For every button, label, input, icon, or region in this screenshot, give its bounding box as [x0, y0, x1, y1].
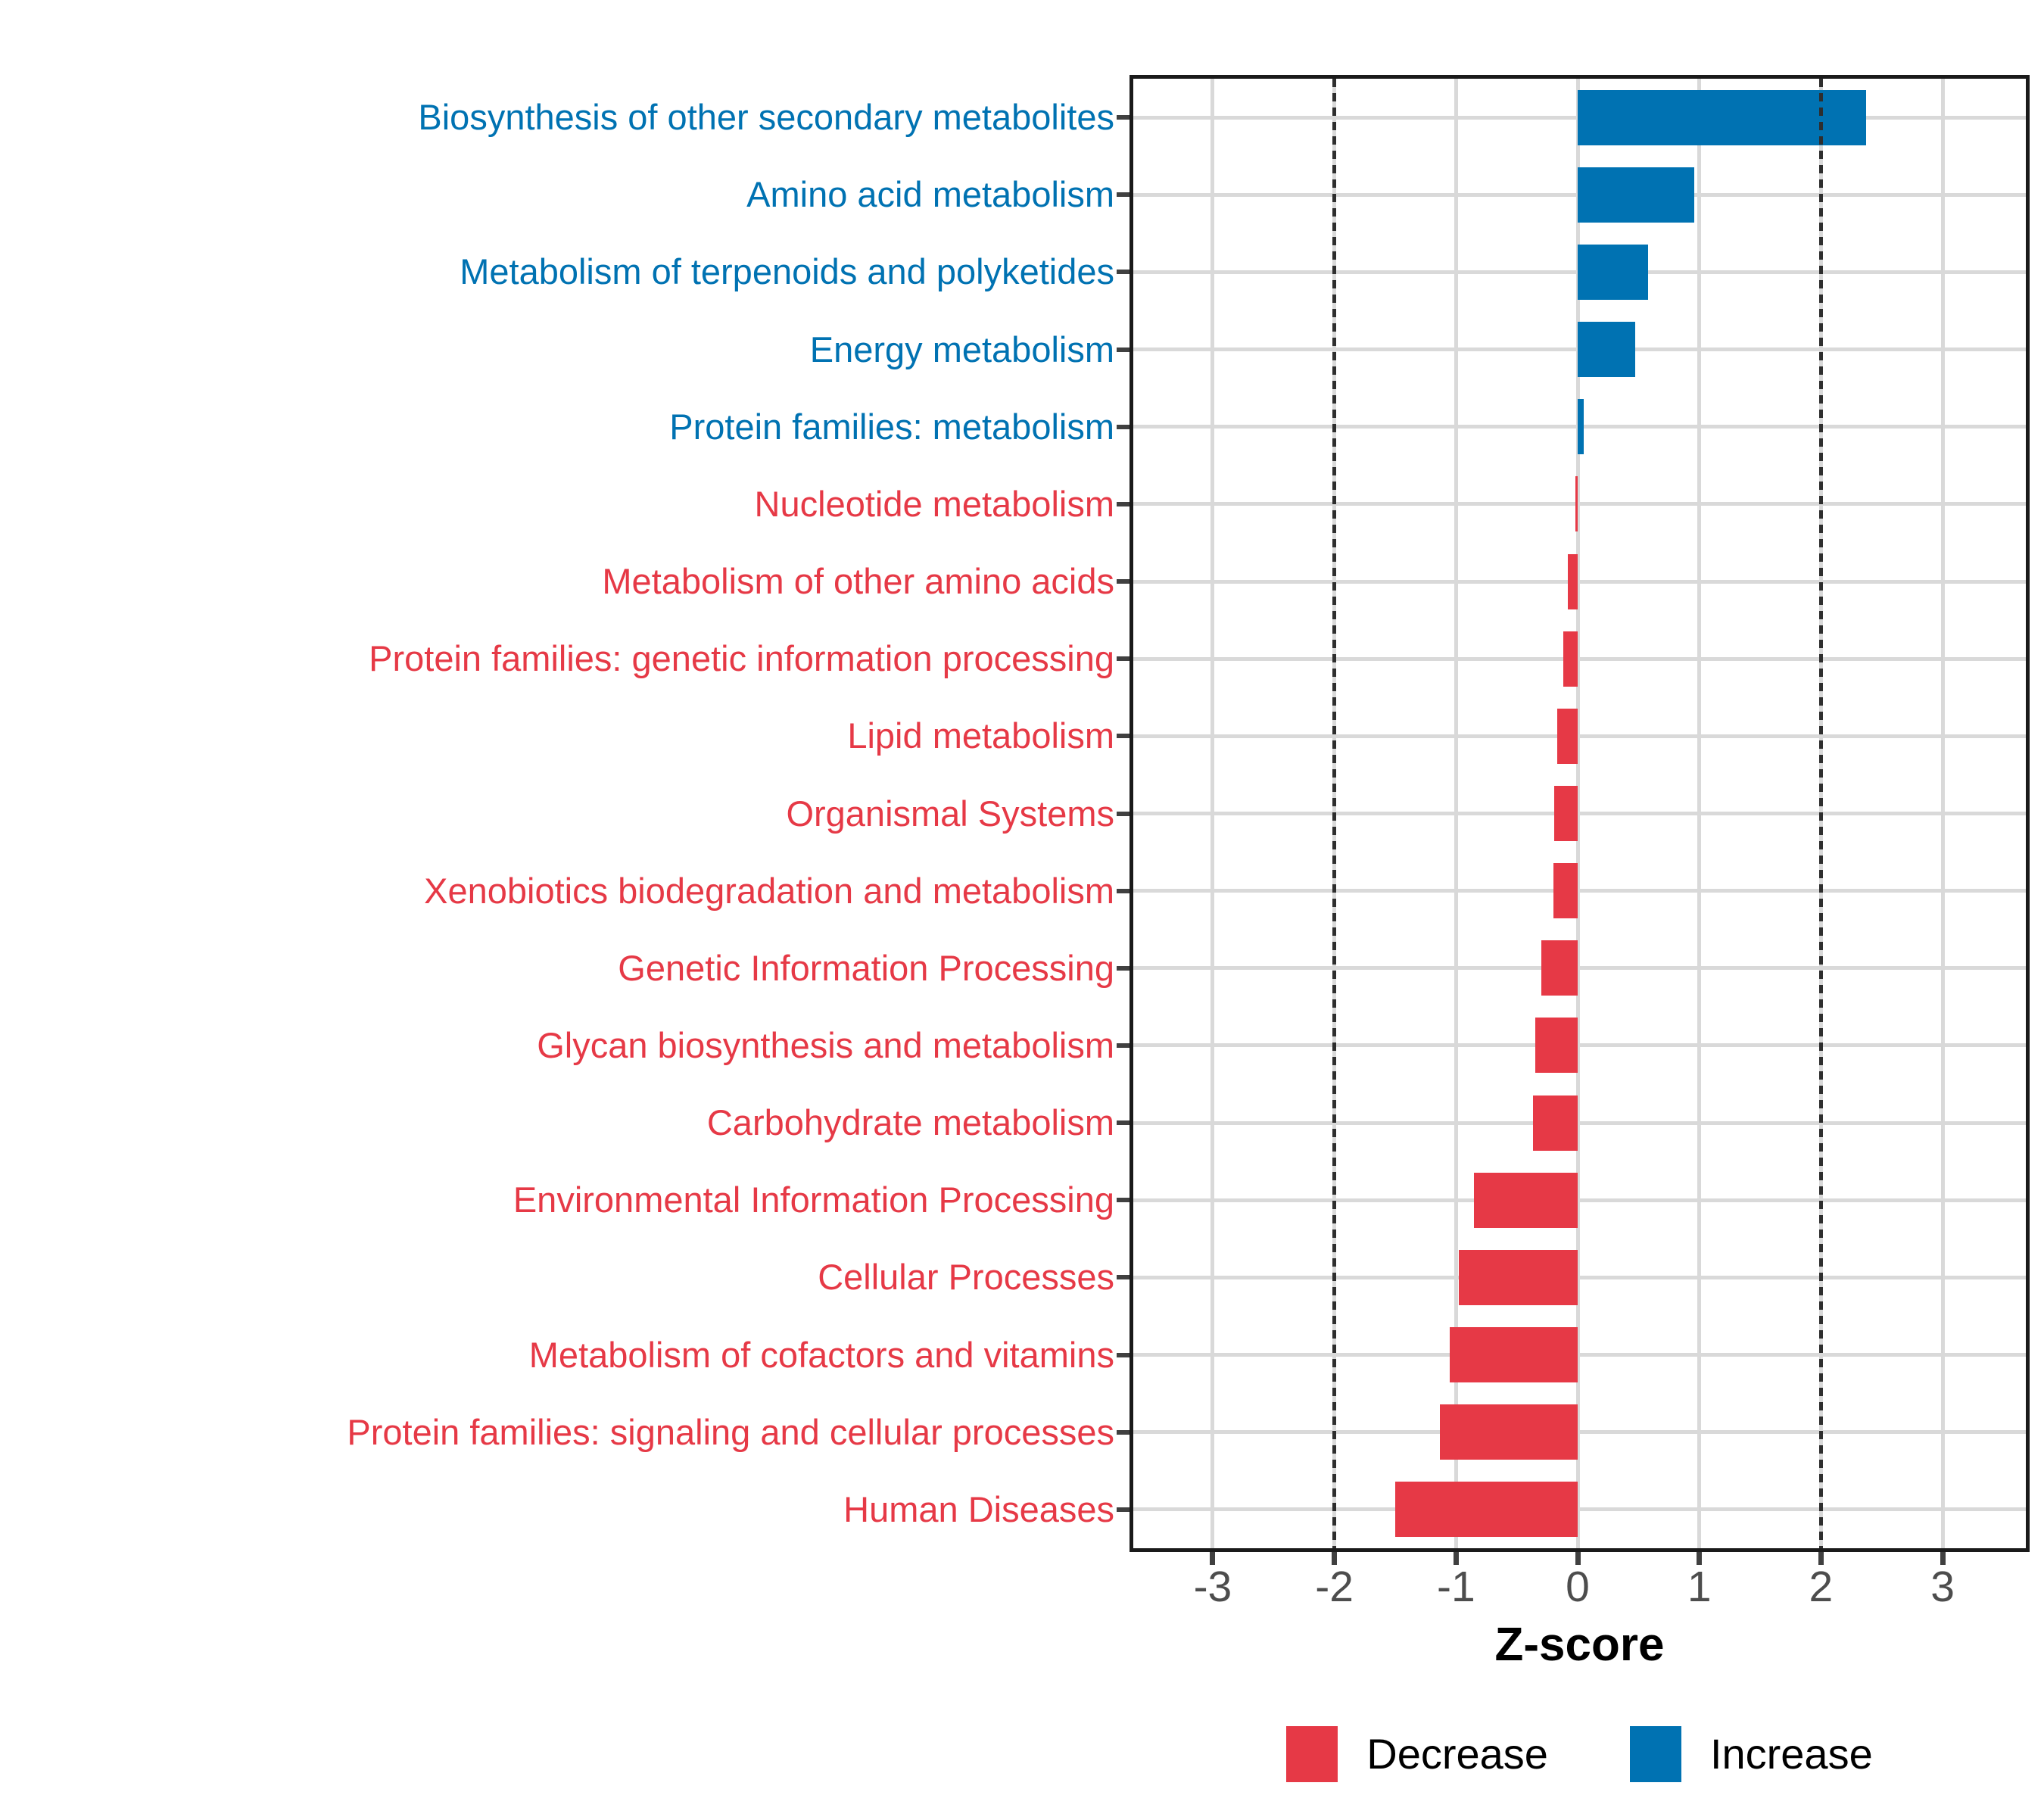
y-axis-tick [1117, 347, 1129, 352]
y-axis-tick [1117, 1507, 1129, 1512]
x-axis-tick [1575, 1552, 1581, 1565]
gridline-horizontal [1133, 1275, 2026, 1279]
x-axis-tick [1210, 1552, 1216, 1565]
y-axis-tick [1117, 965, 1129, 971]
y-axis-label: Environmental Information Processing [513, 1180, 1114, 1220]
bar [1578, 244, 1649, 300]
gridline-horizontal [1133, 1507, 2026, 1512]
legend-label-decrease: Decrease [1366, 1730, 1548, 1778]
y-axis-label: Glycan biosynthesis and metabolism [537, 1024, 1114, 1065]
y-axis-tick [1117, 1275, 1129, 1280]
y-axis-tick [1117, 501, 1129, 506]
bar [1578, 167, 1695, 223]
y-axis-label: Carbohydrate metabolism [706, 1102, 1114, 1143]
legend-item-increase: Increase [1629, 1726, 1873, 1782]
y-axis-label: Nucleotide metabolism [754, 483, 1114, 524]
y-axis-label: Protein families: metabolism [669, 406, 1114, 447]
bar [1532, 1095, 1578, 1151]
bar [1568, 553, 1578, 609]
y-axis-label: Human Diseases [843, 1488, 1114, 1529]
gridline-horizontal [1133, 734, 2026, 738]
gridline-horizontal [1133, 1120, 2026, 1125]
bar [1535, 1018, 1578, 1074]
y-axis-tick [1117, 579, 1129, 584]
reference-line [1818, 79, 1823, 1548]
y-axis-label: Xenobiotics biodegradation and metabolis… [424, 870, 1114, 911]
y-axis-tick [1117, 115, 1129, 120]
y-axis-label: Cellular Processes [818, 1257, 1114, 1298]
legend-swatch-decrease [1286, 1726, 1338, 1782]
x-axis-tick-label: -2 [1315, 1563, 1354, 1611]
y-axis-tick [1117, 734, 1129, 739]
bar [1575, 476, 1578, 532]
x-axis-tick-label: -1 [1436, 1563, 1475, 1611]
gridline-horizontal [1133, 889, 2026, 893]
y-axis-label: Organismal Systems [786, 793, 1114, 834]
y-axis-label: Energy metabolism [809, 329, 1114, 369]
bar [1450, 1327, 1578, 1383]
gridline-horizontal [1133, 502, 2026, 506]
gridline-horizontal [1133, 812, 2026, 815]
bar [1458, 1249, 1578, 1305]
bar [1578, 399, 1584, 455]
bar [1541, 940, 1578, 996]
x-axis-tick [1697, 1552, 1703, 1565]
gridline-horizontal [1133, 1198, 2026, 1202]
bar [1556, 708, 1578, 764]
x-axis-tick [1453, 1552, 1459, 1565]
legend-label-increase: Increase [1709, 1730, 1873, 1778]
x-axis-tick [1332, 1552, 1338, 1565]
plot-panel [1129, 75, 2030, 1552]
gridline-horizontal [1133, 1430, 2026, 1435]
bar [1553, 863, 1578, 919]
y-axis-tick [1117, 888, 1129, 893]
x-axis-tick-label: -3 [1193, 1563, 1232, 1611]
y-axis-label: Metabolism of cofactors and vitamins [528, 1334, 1114, 1375]
legend-swatch-increase [1629, 1726, 1681, 1782]
x-axis-title: Z-score [1494, 1619, 1665, 1671]
bar [1563, 631, 1578, 687]
gridline-horizontal [1133, 1043, 2026, 1048]
y-axis-label: Protein families: signaling and cellular… [347, 1411, 1114, 1452]
y-axis-label: Metabolism of terpenoids and polyketides [460, 251, 1114, 292]
bar [1578, 322, 1635, 378]
x-axis-tick [1818, 1552, 1824, 1565]
y-axis-tick [1117, 1429, 1129, 1435]
reference-line [1332, 79, 1337, 1548]
gridline-horizontal [1133, 1353, 2026, 1357]
y-axis-tick [1117, 1352, 1129, 1357]
y-axis-label: Protein families: genetic information pr… [369, 638, 1114, 679]
x-axis-tick-label: 2 [1809, 1563, 1834, 1611]
gridline-horizontal [1133, 579, 2026, 584]
y-axis-tick [1117, 270, 1129, 275]
y-axis-tick [1117, 811, 1129, 816]
y-axis-tick [1117, 192, 1129, 198]
bar [1554, 786, 1578, 841]
x-axis-tick-label: 1 [1687, 1563, 1712, 1611]
y-axis-label: Metabolism of other amino acids [602, 561, 1114, 602]
y-axis-tick [1117, 656, 1129, 662]
gridline-horizontal [1133, 656, 2026, 661]
x-axis-tick-label: 0 [1566, 1563, 1590, 1611]
bar [1440, 1404, 1578, 1460]
x-axis-tick-label: 3 [1930, 1563, 1955, 1611]
legend: Decrease Increase [1133, 1726, 2026, 1782]
y-axis-tick [1117, 1198, 1129, 1203]
y-axis-tick [1117, 1043, 1129, 1048]
y-axis-label: Genetic Information Processing [618, 947, 1114, 988]
y-axis-tick [1117, 424, 1129, 429]
y-axis-tick [1117, 1120, 1129, 1126]
bar [1578, 89, 1866, 145]
y-axis-label: Lipid metabolism [847, 715, 1114, 756]
bar [1474, 1172, 1578, 1228]
y-axis-label: Amino acid metabolism [746, 174, 1114, 215]
bar [1394, 1482, 1578, 1538]
x-axis-tick [1940, 1552, 1946, 1565]
legend-item-decrease: Decrease [1286, 1726, 1548, 1782]
y-axis-label: Biosynthesis of other secondary metaboli… [418, 97, 1114, 138]
gridline-horizontal [1133, 966, 2026, 971]
